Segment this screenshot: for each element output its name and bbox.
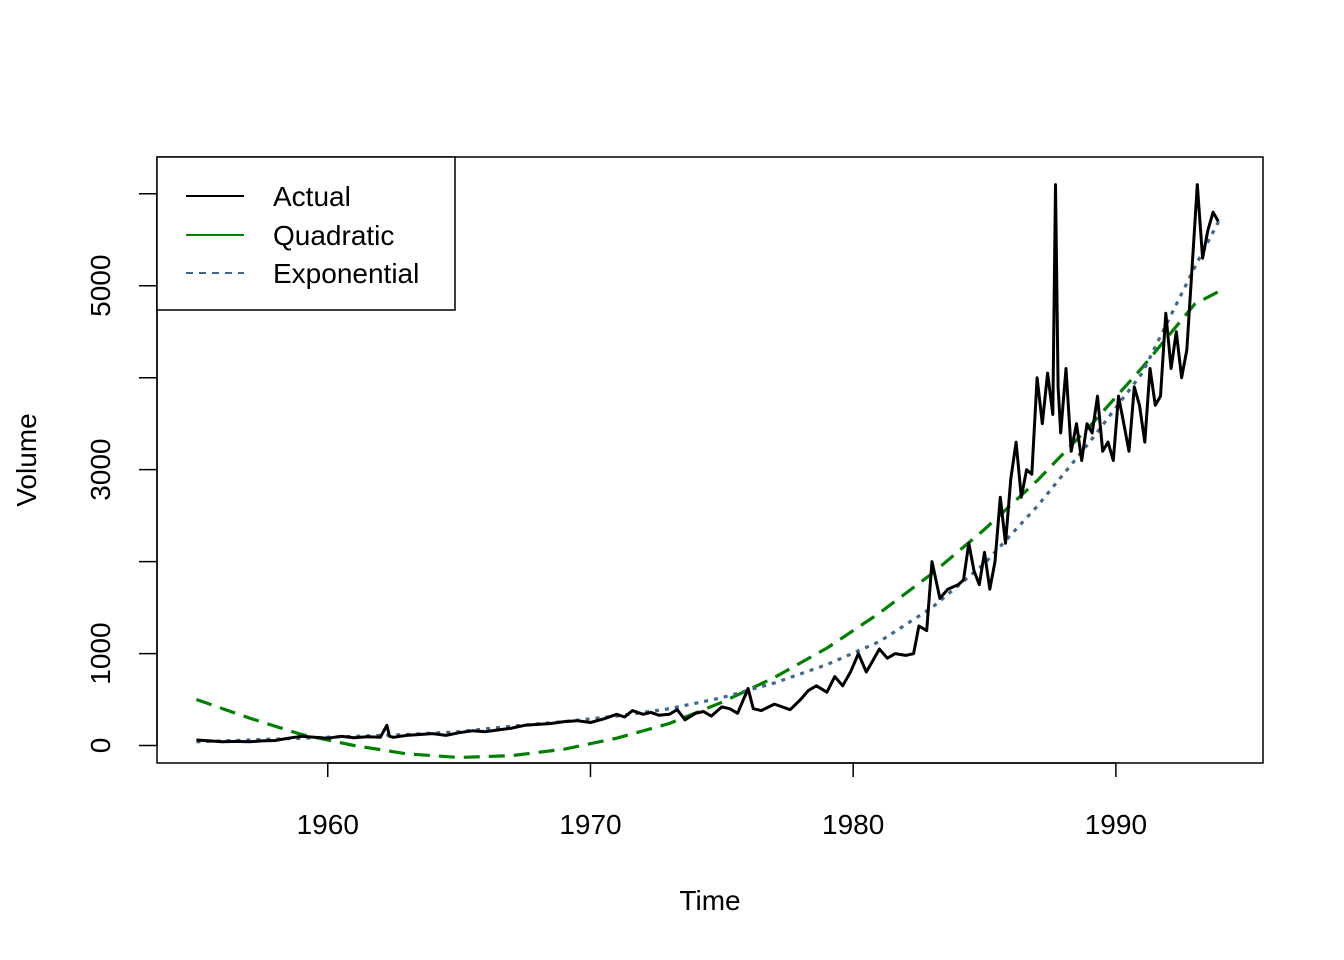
y-tick-label: 5000 [85, 255, 116, 317]
legend-label-actual: Actual [273, 181, 351, 212]
actual-series-line [196, 183, 1220, 744]
legend-label-quadratic: Quadratic [273, 220, 394, 251]
quadratic-series-line [195, 288, 1222, 760]
y-axis-label: Volume [11, 413, 42, 506]
series-layer [195, 183, 1223, 760]
y-tick-label: 1000 [85, 622, 116, 684]
x-tick-label: 1960 [297, 809, 359, 840]
x-axis-label: Time [679, 885, 740, 916]
x-tick-label: 1980 [822, 809, 884, 840]
x-tick-label: 1990 [1085, 809, 1147, 840]
x-axis: 1960 1970 1980 1990 [297, 762, 1147, 840]
legend: Actual Quadratic Exponential [156, 156, 456, 311]
y-tick-label: 0 [85, 738, 116, 754]
y-tick-label: 3000 [85, 439, 116, 501]
legend-box [156, 156, 456, 311]
legend-label-exponential: Exponential [273, 258, 419, 289]
y-axis: 0 1000 3000 5000 [85, 193, 158, 754]
x-tick-label: 1970 [559, 809, 621, 840]
